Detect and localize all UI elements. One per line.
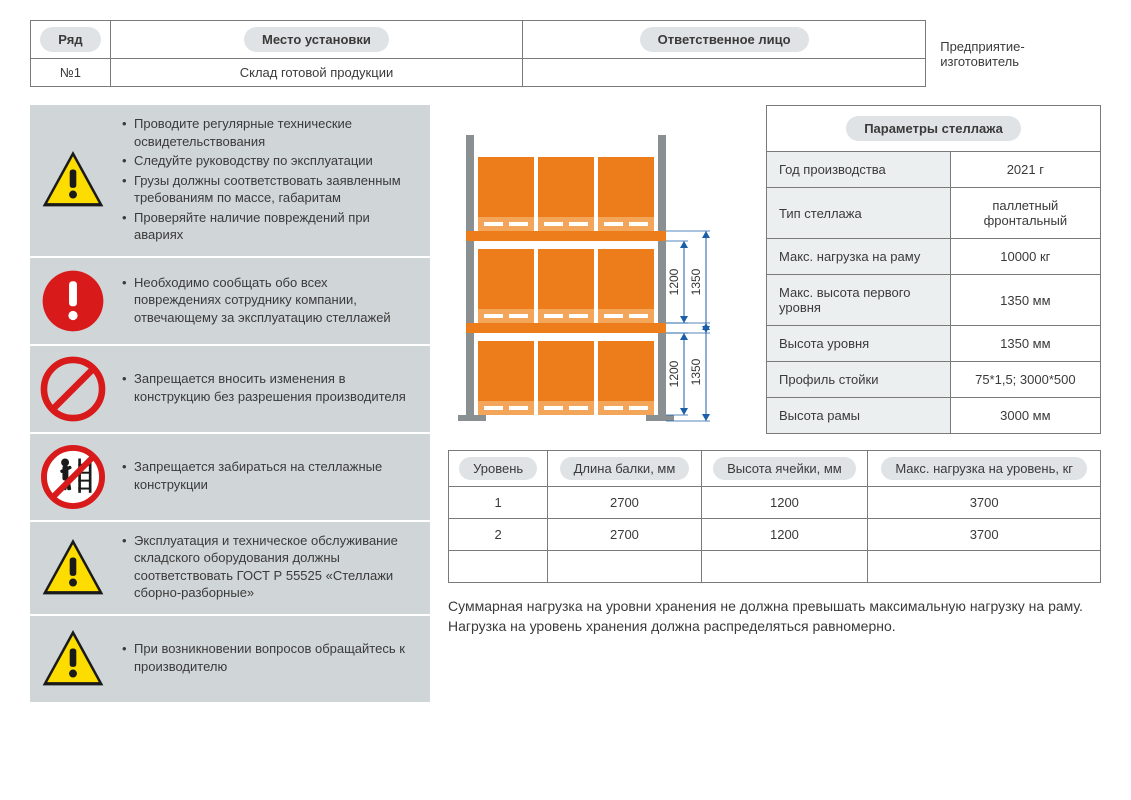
levels-cell: 1 [449, 487, 548, 519]
param-value: 2021 г [950, 152, 1100, 188]
param-label: Макс. высота первого уровня [767, 275, 951, 326]
levels-cell [548, 551, 701, 583]
safety-text: При возникновении вопросов обращайтесь к… [122, 640, 416, 677]
param-label: Профиль стойки [767, 362, 951, 398]
header-location-label: Место установки [244, 27, 389, 52]
prohibit-icon [40, 356, 106, 422]
svg-text:1200: 1200 [667, 268, 681, 295]
levels-header: Длина балки, мм [548, 451, 701, 487]
levels-cell: 1200 [701, 487, 868, 519]
manufacturer-label: Предприятие-изготовитель [926, 39, 1101, 69]
param-value: 1350 мм [950, 275, 1100, 326]
safety-item: Грузы должны соответствовать заявленным … [122, 172, 416, 207]
levels-cell [868, 551, 1101, 583]
param-label: Тип стеллажа [767, 188, 951, 239]
param-value: паллетный фронтальный [950, 188, 1100, 239]
levels-header: Высота ячейки, мм [701, 451, 868, 487]
levels-cell: 1200 [701, 519, 868, 551]
param-label: Год производства [767, 152, 951, 188]
right-area: 1200 1350 1200 1350 Параметры стеллажа Год … [448, 105, 1101, 636]
levels-header: Макс. нагрузка на уровень, кг [868, 451, 1101, 487]
no-climb-icon [40, 444, 106, 510]
safety-row: Проводите регулярные технические освидет… [30, 105, 430, 258]
alert-icon [40, 268, 106, 334]
header-row: Ряд Место установки Ответственное лицо №… [30, 20, 1101, 87]
safety-item: Следуйте руководству по эксплуатации [122, 152, 416, 170]
param-label: Макс. нагрузка на раму [767, 239, 951, 275]
levels-table: УровеньДлина балки, ммВысота ячейки, ммМ… [448, 450, 1101, 583]
safety-item: Необходимо сообщать обо всех повреждения… [122, 274, 416, 327]
safety-text: Запрещается вносить изменения в конструк… [122, 370, 416, 407]
param-label: Высота рамы [767, 398, 951, 434]
rack-diagram: 1200 1350 1200 1350 [448, 105, 748, 425]
safety-item: Запрещается вносить изменения в конструк… [122, 370, 416, 405]
safety-row: При возникновении вопросов обращайтесь к… [30, 616, 430, 702]
header-responsible-label: Ответственное лицо [640, 27, 809, 52]
warning-icon [40, 626, 106, 692]
header-location-value: Склад готовой продукции [110, 59, 522, 87]
params-title: Параметры стеллажа [846, 116, 1021, 141]
svg-text:1350: 1350 [689, 268, 703, 295]
param-value: 75*1,5; 3000*500 [950, 362, 1100, 398]
levels-cell [701, 551, 868, 583]
header-responsible-value [523, 59, 926, 87]
safety-row: Необходимо сообщать обо всех повреждения… [30, 258, 430, 346]
safety-item: Запрещается забираться на стеллажные кон… [122, 458, 416, 493]
safety-column: Проводите регулярные технические освидет… [30, 105, 430, 702]
levels-cell [449, 551, 548, 583]
safety-item: Эксплуатация и техническое обслуживание … [122, 532, 416, 602]
param-label: Высота уровня [767, 326, 951, 362]
levels-cell: 3700 [868, 487, 1101, 519]
safety-item: При возникновении вопросов обращайтесь к… [122, 640, 416, 675]
header-table: Ряд Место установки Ответственное лицо №… [30, 20, 926, 87]
warning-icon [40, 535, 106, 601]
levels-cell: 3700 [868, 519, 1101, 551]
footer-note: Суммарная нагрузка на уровни хранения не… [448, 597, 1101, 636]
safety-item: Проводите регулярные технические освидет… [122, 115, 416, 150]
levels-cell: 2700 [548, 487, 701, 519]
param-value: 1350 мм [950, 326, 1100, 362]
levels-header: Уровень [449, 451, 548, 487]
levels-cell: 2 [449, 519, 548, 551]
safety-text: Проводите регулярные технические освидет… [122, 115, 416, 246]
svg-text:1200: 1200 [667, 360, 681, 387]
param-value: 3000 мм [950, 398, 1100, 434]
safety-text: Эксплуатация и техническое обслуживание … [122, 532, 416, 604]
header-row-value: №1 [31, 59, 111, 87]
levels-cell: 2700 [548, 519, 701, 551]
safety-row: Эксплуатация и техническое обслуживание … [30, 522, 430, 616]
warning-icon [40, 147, 106, 213]
param-value: 10000 кг [950, 239, 1100, 275]
params-panel: Параметры стеллажа Год производства 2021… [766, 105, 1101, 434]
header-row-label: Ряд [40, 27, 100, 52]
safety-row: Запрещается забираться на стеллажные кон… [30, 434, 430, 522]
safety-text: Запрещается забираться на стеллажные кон… [122, 458, 416, 495]
safety-item: Проверяйте наличие повреждений при авари… [122, 209, 416, 244]
svg-text:1350: 1350 [689, 358, 703, 385]
safety-text: Необходимо сообщать обо всех повреждения… [122, 274, 416, 329]
safety-row: Запрещается вносить изменения в конструк… [30, 346, 430, 434]
